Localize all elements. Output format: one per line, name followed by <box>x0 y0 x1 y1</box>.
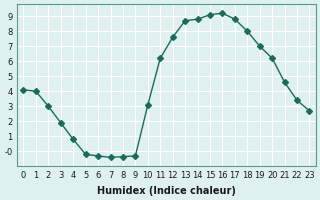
X-axis label: Humidex (Indice chaleur): Humidex (Indice chaleur) <box>97 186 236 196</box>
